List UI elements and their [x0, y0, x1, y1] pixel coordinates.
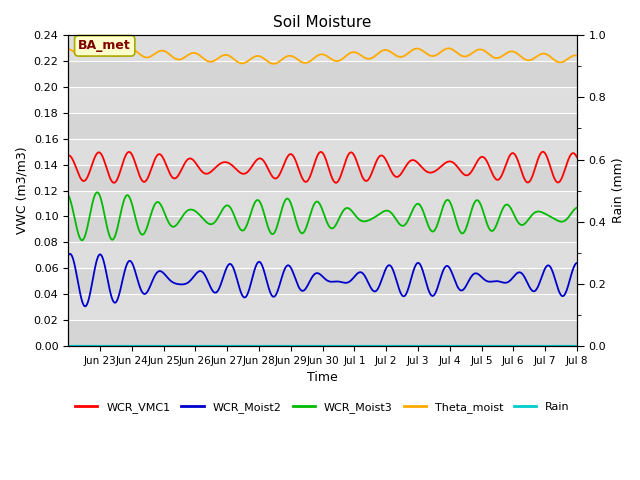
- Bar: [68, 113, 577, 139]
- Y-axis label: VWC (m3/m3): VWC (m3/m3): [15, 147, 28, 234]
- Text: BA_met: BA_met: [78, 39, 131, 52]
- Bar: [68, 61, 577, 87]
- Title: Soil Moisture: Soil Moisture: [273, 15, 372, 30]
- Bar: [68, 165, 577, 191]
- Bar: [68, 268, 577, 294]
- Bar: [68, 139, 577, 165]
- Bar: [68, 216, 577, 242]
- X-axis label: Time: Time: [307, 371, 338, 384]
- Bar: [68, 191, 577, 216]
- Bar: [68, 320, 577, 346]
- Y-axis label: Rain (mm): Rain (mm): [612, 158, 625, 223]
- Bar: [68, 242, 577, 268]
- Bar: [68, 87, 577, 113]
- Legend: WCR_VMC1, WCR_Moist2, WCR_Moist3, Theta_moist, Rain: WCR_VMC1, WCR_Moist2, WCR_Moist3, Theta_…: [70, 398, 575, 418]
- Bar: [68, 36, 577, 61]
- Bar: [68, 294, 577, 320]
